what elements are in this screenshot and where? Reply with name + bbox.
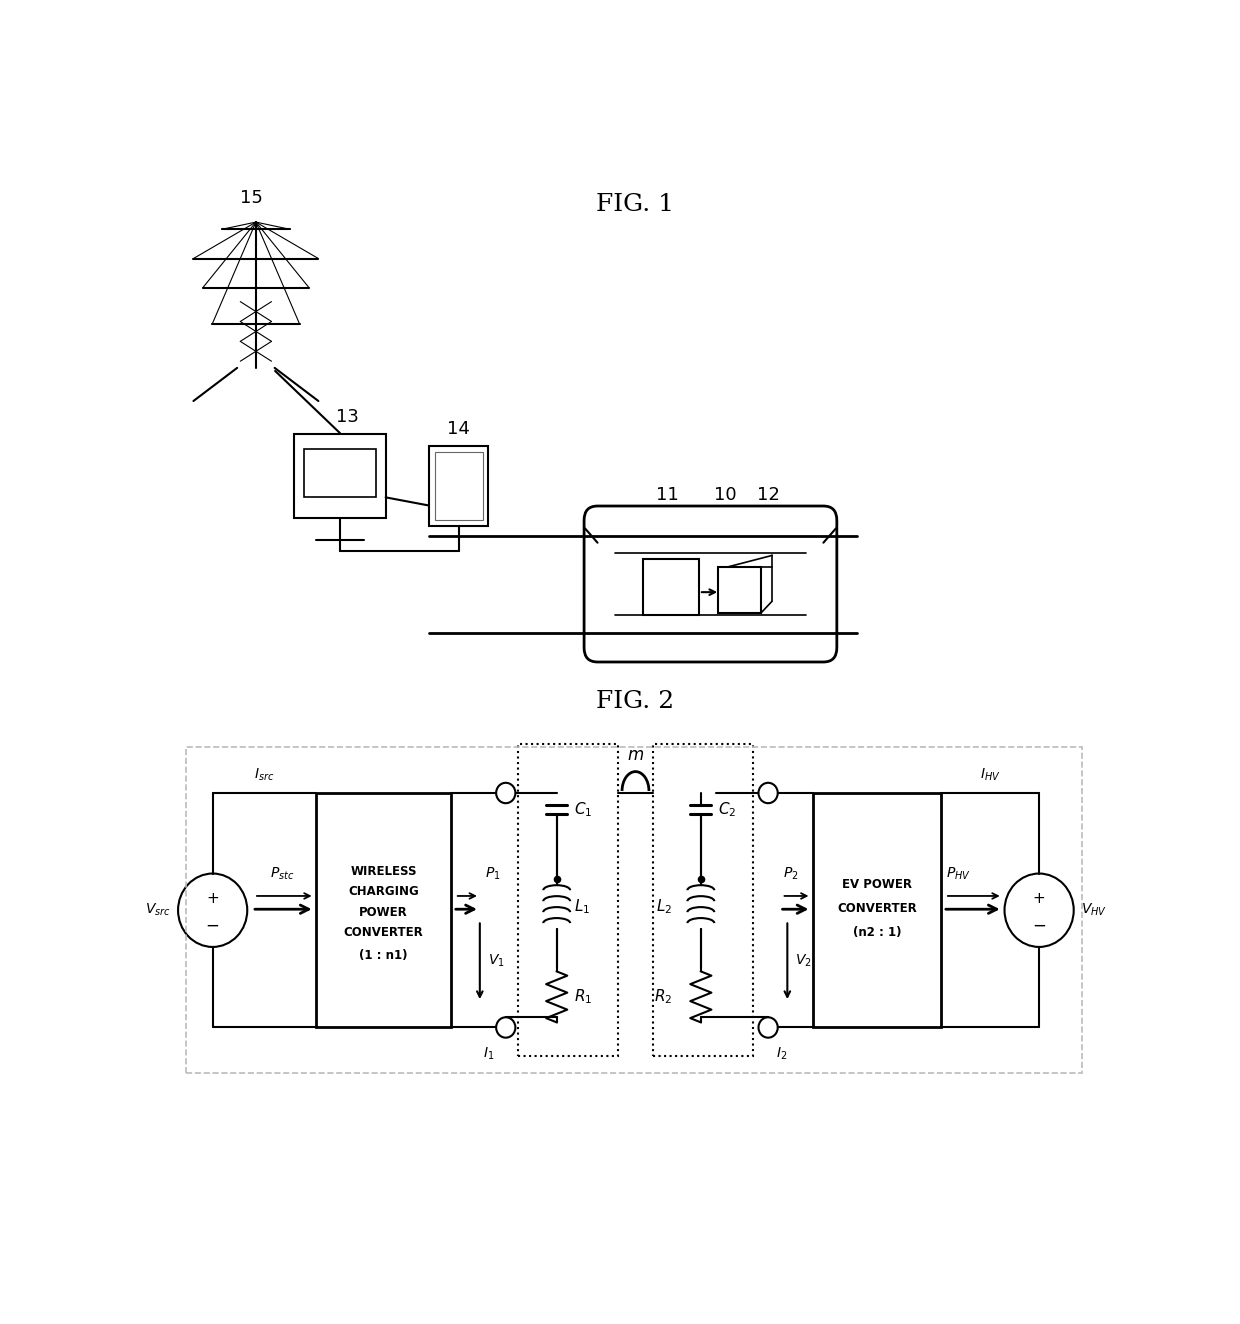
Text: $V_2$: $V_2$ <box>795 952 812 969</box>
FancyBboxPatch shape <box>584 506 837 662</box>
Text: FIG. 1: FIG. 1 <box>596 193 675 216</box>
Text: 12: 12 <box>756 486 780 504</box>
FancyBboxPatch shape <box>435 453 482 520</box>
Text: EV POWER: EV POWER <box>842 878 913 891</box>
FancyBboxPatch shape <box>316 793 451 1027</box>
Text: −: − <box>1032 916 1047 935</box>
Text: CHARGING: CHARGING <box>348 886 419 899</box>
Text: $I_{HV}$: $I_{HV}$ <box>980 767 1001 782</box>
Text: $V_{src}$: $V_{src}$ <box>145 902 170 919</box>
Text: 14: 14 <box>448 420 470 438</box>
Text: 15: 15 <box>239 189 263 207</box>
Text: $P_{HV}$: $P_{HV}$ <box>946 866 971 882</box>
FancyBboxPatch shape <box>294 434 386 518</box>
Text: m: m <box>627 747 644 764</box>
Text: FIG. 2: FIG. 2 <box>596 690 675 712</box>
Text: −: − <box>206 916 219 935</box>
Text: CONVERTER: CONVERTER <box>343 927 424 939</box>
Text: $C_2$: $C_2$ <box>718 800 737 818</box>
Circle shape <box>496 782 516 804</box>
Text: +: + <box>206 891 219 906</box>
Text: $P_1$: $P_1$ <box>485 866 500 882</box>
Circle shape <box>759 782 777 804</box>
FancyBboxPatch shape <box>718 567 761 613</box>
FancyBboxPatch shape <box>644 559 699 614</box>
Text: 10: 10 <box>713 486 737 504</box>
Text: WIRELESS: WIRELESS <box>351 865 417 878</box>
Text: +: + <box>1033 891 1045 906</box>
Text: (1 : n1): (1 : n1) <box>360 948 408 961</box>
Text: POWER: POWER <box>360 906 408 919</box>
Text: 11: 11 <box>656 486 678 504</box>
Text: $L_2$: $L_2$ <box>656 898 672 916</box>
Text: $I_2$: $I_2$ <box>776 1046 787 1062</box>
Text: $V_{HV}$: $V_{HV}$ <box>1081 902 1107 919</box>
Text: $L_1$: $L_1$ <box>574 898 590 916</box>
Text: 13: 13 <box>336 408 360 426</box>
Text: $P_2$: $P_2$ <box>782 866 799 882</box>
Text: $R_2$: $R_2$ <box>653 988 672 1006</box>
Text: $V_1$: $V_1$ <box>487 952 505 969</box>
FancyBboxPatch shape <box>304 449 376 498</box>
Text: $C_1$: $C_1$ <box>574 800 593 818</box>
Text: (n2 : 1): (n2 : 1) <box>853 927 901 939</box>
Text: CONVERTER: CONVERTER <box>837 902 918 915</box>
Circle shape <box>496 1017 516 1038</box>
Text: $R_1$: $R_1$ <box>574 988 593 1006</box>
Text: $I_{src}$: $I_{src}$ <box>254 767 275 782</box>
Text: $I_1$: $I_1$ <box>482 1046 494 1062</box>
FancyBboxPatch shape <box>813 793 941 1027</box>
Text: $P_{stc}$: $P_{stc}$ <box>269 866 294 882</box>
FancyBboxPatch shape <box>429 446 489 526</box>
Circle shape <box>759 1017 777 1038</box>
